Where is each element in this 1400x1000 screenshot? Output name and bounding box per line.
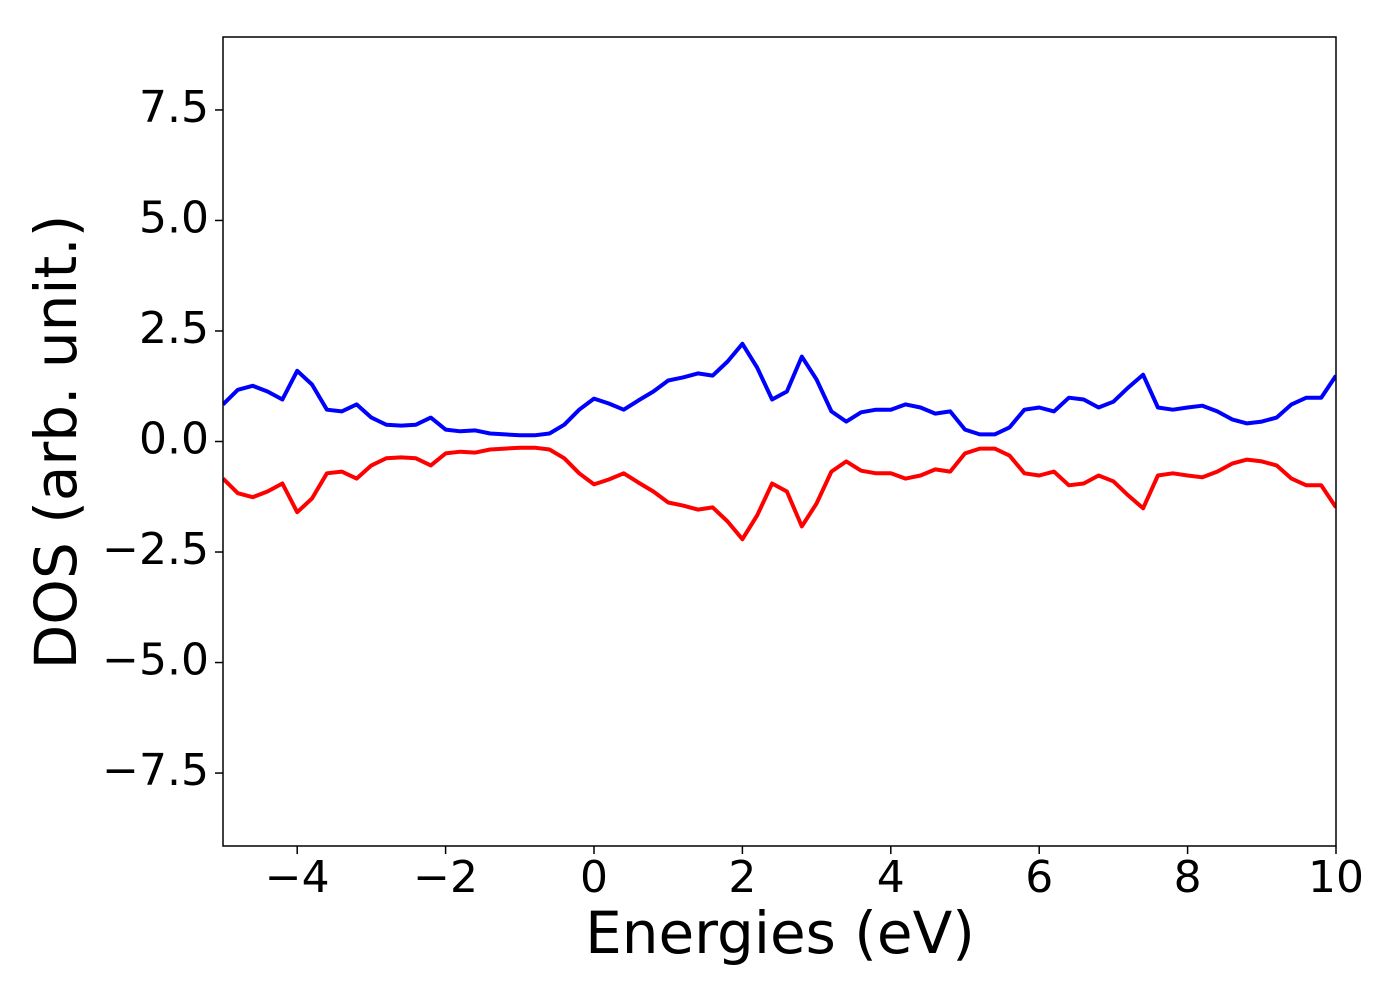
y-tick-label: −7.5 [102, 745, 209, 796]
x-axis-label: Energies (eV) [585, 899, 975, 967]
series-line [223, 445, 1336, 542]
y-tick-label: 5.0 [139, 192, 209, 243]
plot-frame [222, 36, 1337, 847]
x-tick-label: 8 [1174, 852, 1202, 903]
y-tick-label: 0.0 [139, 414, 209, 465]
x-tick-label: 6 [1025, 852, 1053, 903]
x-tick-label: −2 [413, 852, 478, 903]
x-tick-label: 2 [728, 852, 756, 903]
x-tick-label: 0 [580, 852, 608, 903]
y-tick-label: −2.5 [102, 524, 209, 575]
series-line [223, 341, 1336, 438]
y-tick-label: 2.5 [139, 303, 209, 354]
y-tick-label: −5.0 [102, 635, 209, 686]
y-tick-label: 7.5 [139, 82, 209, 133]
x-tick-label: 4 [877, 852, 905, 903]
x-tick-label: 10 [1308, 852, 1364, 903]
x-tick-label: −4 [265, 852, 330, 903]
y-axis-label: DOS (arb. unit.) [22, 215, 90, 670]
